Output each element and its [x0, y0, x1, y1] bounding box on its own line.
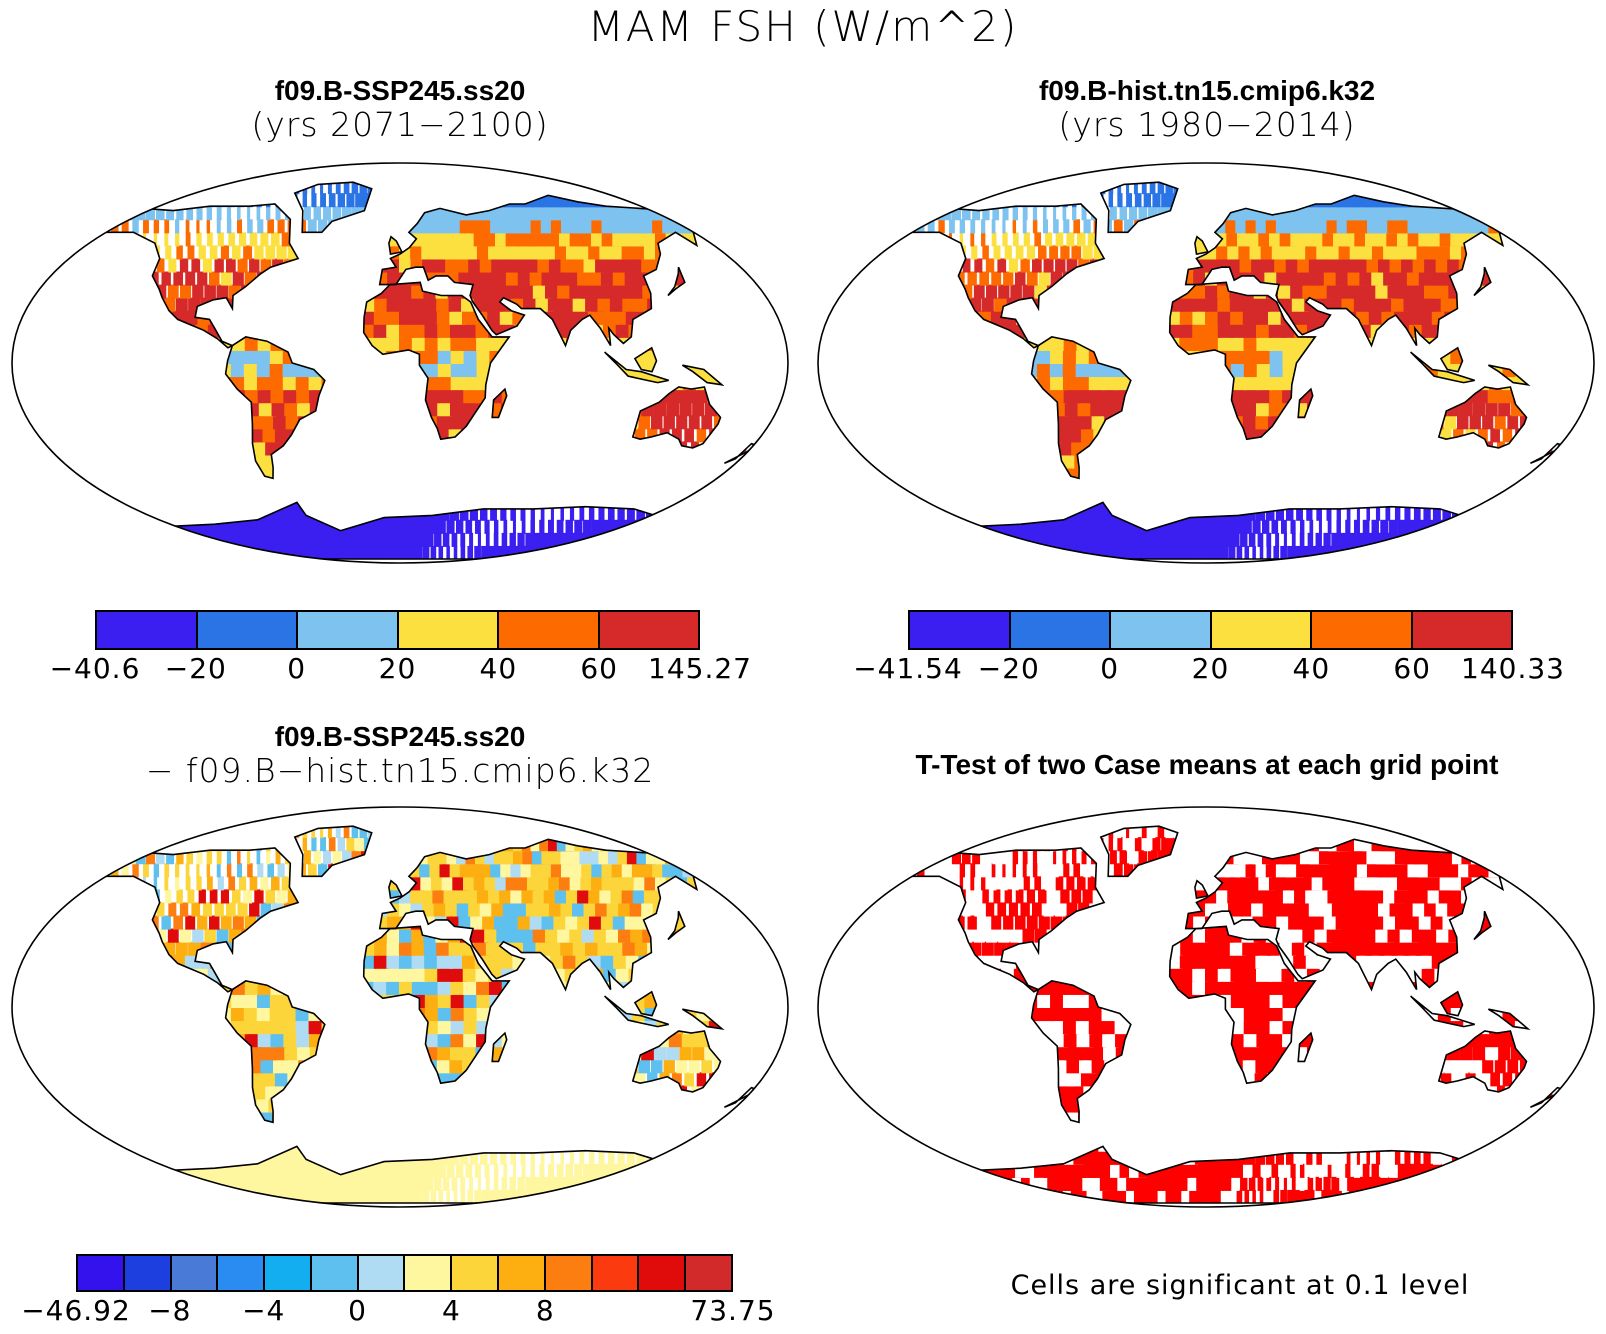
- colorbar-swatch: [639, 1256, 686, 1290]
- colorbar-swatch: [499, 1256, 546, 1290]
- colorbar-swatch: [910, 612, 1011, 648]
- colorbar-tick-label: 0: [1100, 652, 1119, 685]
- colorbar-tick-label: −41.54: [853, 652, 963, 685]
- colorbar-swatch: [218, 1256, 265, 1290]
- map-case2: [806, 158, 1606, 568]
- colorbar-tick-label: 0: [348, 1294, 367, 1327]
- colorbar-swatch: [452, 1256, 499, 1290]
- colorbar-swatch: [125, 1256, 172, 1290]
- colorbar-tick-label: 0: [287, 652, 306, 685]
- map-case1: [0, 158, 800, 568]
- panel-title-diff: f09.B-SSP245.ss20 − f09.B−hist.tn15.cmip…: [10, 720, 790, 788]
- colorbar-swatch: [1312, 612, 1413, 648]
- panel-title-case2: f09.B-hist.tn15.cmip6.k32 (yrs 1980−2014…: [812, 74, 1602, 142]
- map-ttest: [806, 802, 1606, 1212]
- colorbar-swatch: [265, 1256, 312, 1290]
- colorbar-tick-label: 73.75: [690, 1294, 775, 1327]
- colorbar-swatch: [593, 1256, 640, 1290]
- colorbar-tick-label: −20: [978, 652, 1040, 685]
- colorbar-swatch: [359, 1256, 406, 1290]
- panel-title-ttest: T-Test of two Case means at each grid po…: [812, 748, 1602, 782]
- colorbar-tick-label: 20: [1192, 652, 1230, 685]
- colorbar-swatch: [1011, 612, 1112, 648]
- colorbar-tick-label: −20: [165, 652, 227, 685]
- colorbar-swatch: [546, 1256, 593, 1290]
- case1-name: f09.B-SSP245.ss20: [10, 74, 790, 108]
- colorbar-tick-label: 8: [536, 1294, 555, 1327]
- map-diff: [0, 802, 800, 1212]
- diff-case2-name: − f09.B−hist.tn15.cmip6.k32: [10, 754, 790, 788]
- colorbar-tick-label: 4: [442, 1294, 461, 1327]
- colorbar-tick-label: 40: [480, 652, 518, 685]
- colorbar-swatch: [499, 612, 600, 648]
- figure-title: MAM FSH (W/m^2): [0, 2, 1606, 51]
- case2-name: f09.B-hist.tn15.cmip6.k32: [812, 74, 1602, 108]
- diff-case1-name: f09.B-SSP245.ss20: [10, 720, 790, 754]
- colorbar-tick-label: 60: [1393, 652, 1431, 685]
- colorbar-swatch: [405, 1256, 452, 1290]
- colorbar-tick-label: −8: [148, 1294, 191, 1327]
- colorbar-tick-label: −46.92: [21, 1294, 131, 1327]
- colorbar-tick-label: 145.27: [648, 652, 752, 685]
- colorbar-swatch: [399, 612, 500, 648]
- significance-note: Cells are significant at 0.1 level: [960, 1270, 1520, 1301]
- colorbar-swatch: [298, 612, 399, 648]
- colorbar-swatch: [172, 1256, 219, 1290]
- case2-years: (yrs 1980−2014): [812, 108, 1602, 142]
- colorbar-tick-label: −40.6: [50, 652, 141, 685]
- colorbar-case1: [95, 610, 700, 650]
- panel-title-case1: f09.B-SSP245.ss20 (yrs 2071−2100): [10, 74, 790, 142]
- colorbar-tick-label: 60: [580, 652, 618, 685]
- colorbar-case2: [908, 610, 1513, 650]
- ttest-title: T-Test of two Case means at each grid po…: [812, 748, 1602, 782]
- colorbar-swatch: [78, 1256, 125, 1290]
- colorbar-swatch: [312, 1256, 359, 1290]
- colorbar-tick-label: 140.33: [1461, 652, 1565, 685]
- colorbar-swatch: [600, 612, 699, 648]
- colorbar-tick-label: −4: [242, 1294, 285, 1327]
- colorbar-swatch: [97, 612, 198, 648]
- colorbar-tick-label: 20: [379, 652, 417, 685]
- case1-years: (yrs 2071−2100): [10, 108, 790, 142]
- colorbar-swatch: [686, 1256, 731, 1290]
- colorbar-swatch: [1111, 612, 1212, 648]
- colorbar-diff: [76, 1254, 733, 1292]
- colorbar-swatch: [198, 612, 299, 648]
- colorbar-tick-label: 40: [1293, 652, 1331, 685]
- colorbar-swatch: [1413, 612, 1512, 648]
- colorbar-swatch: [1212, 612, 1313, 648]
